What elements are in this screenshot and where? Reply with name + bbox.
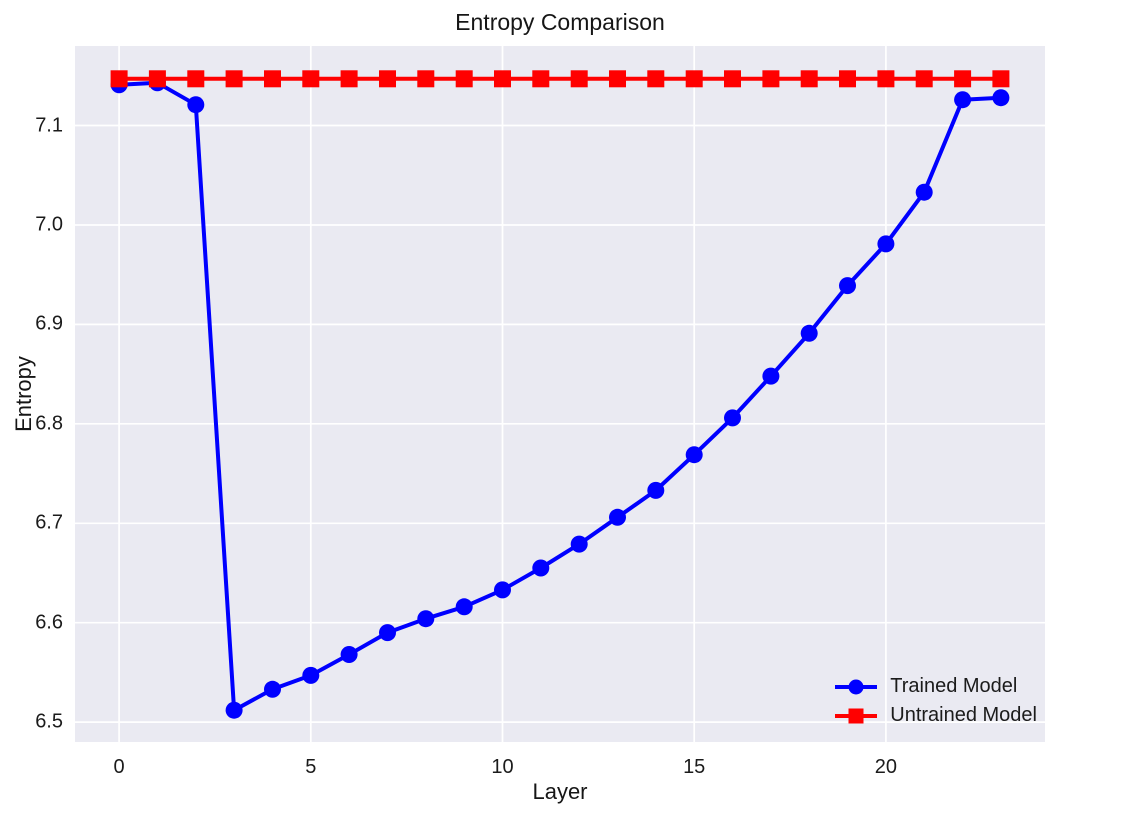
trained-line-marker-icon — [835, 679, 878, 694]
legend: Trained Model Untrained Model — [833, 672, 1037, 730]
y-tick-label: 7.0 — [35, 213, 63, 236]
legend-item-trained: Trained Model — [833, 672, 1037, 701]
x-tick-label: 10 — [491, 756, 514, 778]
x-tick-label: 20 — [874, 756, 898, 778]
chart-title: Entropy Comparison — [455, 9, 665, 35]
legend-label-trained: Trained Model — [890, 675, 1018, 697]
chart-canvas — [75, 46, 1045, 742]
y-tick-label: 7.1 — [35, 114, 63, 136]
y-tick-label: 6.5 — [35, 710, 63, 733]
x-tick-label: 0 — [113, 756, 125, 778]
untrained-line-marker-icon — [835, 708, 878, 723]
y-tick-label: 6.9 — [35, 312, 63, 335]
plot-area: Trained Model Untrained Model — [75, 46, 1045, 742]
x-axis-label: Layer — [532, 779, 588, 804]
legend-item-untrained: Untrained Model — [833, 701, 1037, 730]
y-tick-label: 6.8 — [35, 412, 63, 435]
x-tick-label: 15 — [683, 756, 706, 778]
x-tick-label: 5 — [305, 756, 317, 778]
y-tick-label: 6.6 — [35, 611, 63, 634]
legend-label-untrained: Untrained Model — [890, 704, 1037, 726]
y-tick-label: 6.7 — [35, 511, 63, 534]
